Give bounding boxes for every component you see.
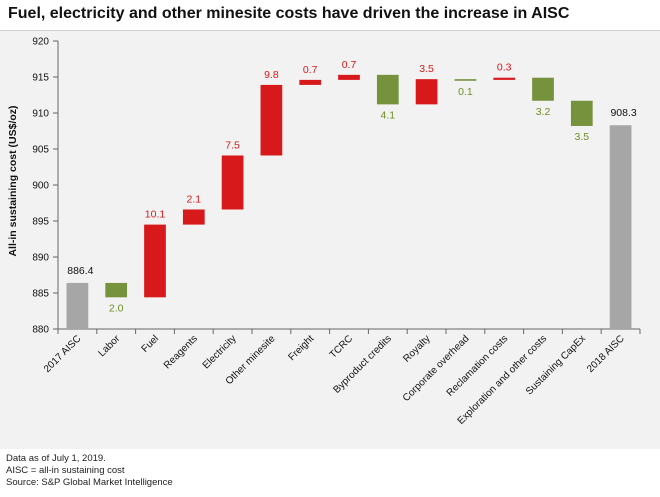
y-tick-label: 915 [32, 73, 49, 84]
chart-title: Fuel, electricity and other minesite cos… [8, 5, 570, 22]
bar-decrease [454, 79, 477, 81]
y-tick-label: 920 [32, 37, 49, 48]
footer: Data as of July 1, 2019. AISC = all-in s… [6, 453, 173, 489]
x-tick-label: Labor [96, 333, 122, 359]
bar-decrease [532, 77, 554, 101]
x-tick-label: 2018 AISC [585, 333, 627, 375]
bar-increase [221, 155, 244, 210]
data-label: 886.4 [67, 265, 93, 277]
data-label: 0.7 [303, 64, 318, 76]
x-tick-label: Reagents [162, 333, 200, 371]
bar-increase [144, 224, 166, 298]
title-bar: Fuel, electricity and other minesite cos… [0, 0, 660, 31]
y-tick-label: 905 [32, 145, 49, 156]
bar-decrease [105, 282, 128, 298]
bar-increase [260, 84, 283, 156]
bar-decrease [376, 74, 399, 105]
y-axis-label: All-in sustaining cost (US$/oz) [7, 105, 19, 256]
waterfall-chart: 880 885 890 895 900 905 910 915 920 2017 AISC Lab… [7, 37, 641, 427]
data-label: 3.2 [536, 106, 551, 118]
bar-increase [182, 209, 205, 225]
data-label: 0.1 [458, 86, 473, 98]
x-axis: 2017 AISC Labor Fuel Reagents ElectricityOth… [42, 328, 641, 427]
data-label: 2.1 [186, 193, 201, 205]
data-label: 908.3 [610, 107, 636, 119]
x-tick-label: Fuel [140, 333, 162, 355]
y-tick-label: 895 [32, 217, 49, 228]
x-tick-label: 2017 AISC [42, 333, 84, 375]
y-tick-label: 890 [32, 253, 49, 264]
bar-decrease [570, 100, 593, 126]
y-axis: 880 885 890 895 900 905 910 915 920 [32, 37, 59, 336]
bar-increase [338, 74, 360, 80]
data-label: 7.5 [225, 139, 240, 151]
bar-increase [299, 79, 322, 85]
footnote-definition: AISC = all-in sustaining cost [6, 465, 125, 476]
bar-total [609, 125, 632, 330]
y-tick-label: 880 [32, 325, 49, 336]
data-label: 0.7 [342, 59, 357, 71]
footnote-source: Source: S&P Global Market Intelligence [6, 477, 173, 488]
data-label: 0.3 [497, 62, 512, 74]
data-label: 3.5 [574, 131, 589, 143]
y-tick-label: 885 [32, 289, 49, 300]
y-tick-label: 900 [32, 181, 49, 192]
bar-total [66, 282, 89, 329]
x-tick-label: Electricity [201, 333, 239, 371]
footnote-date: Data as of July 1, 2019. [6, 453, 106, 464]
x-tick-label: Freight [287, 333, 317, 363]
x-tick-label: Corporate overhead [401, 333, 472, 404]
data-label: 2.0 [109, 302, 124, 314]
data-label: 4.1 [380, 109, 395, 121]
y-tick-label: 910 [32, 109, 49, 120]
data-label: 3.5 [419, 63, 434, 75]
x-tick-label: TCRC [328, 333, 355, 360]
data-labels: 886.4 2.0 10.1 2.1 7.5 9.8 0.7 0.7 4.1 3.5 0.1 0.3 3… [67, 59, 637, 314]
data-label: 10.1 [145, 209, 166, 221]
bar-increase [493, 77, 516, 80]
bar-increase [415, 79, 438, 105]
bars [66, 74, 632, 330]
data-label: 9.8 [264, 69, 279, 81]
x-tick-label: Royalty [401, 333, 432, 364]
